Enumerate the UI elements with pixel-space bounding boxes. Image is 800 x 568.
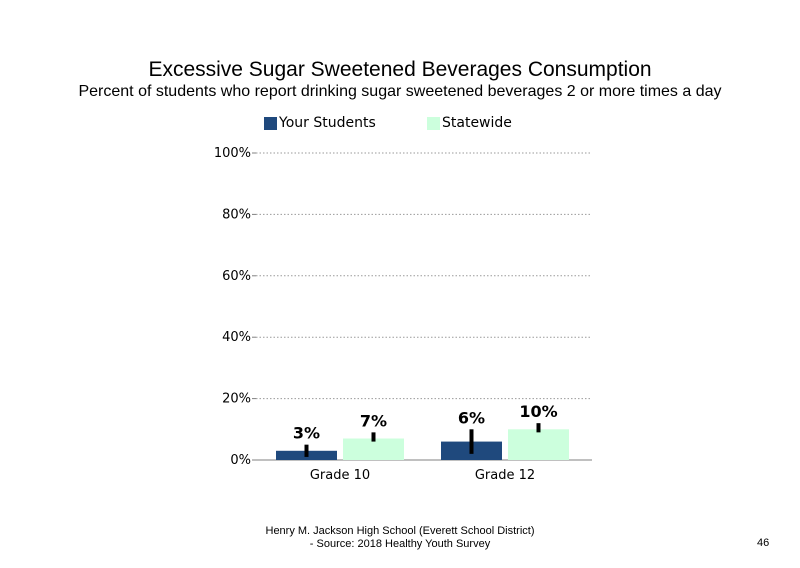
data-label: 7% <box>360 411 387 430</box>
x-category-label: Grade 10 <box>310 468 370 483</box>
legend-label-statewide: Statewide <box>442 115 512 131</box>
y-tick-label: 40% <box>222 330 251 345</box>
data-label: 3% <box>293 424 320 443</box>
legend-item-statewide: Statewide <box>427 114 512 132</box>
chart-title: Excessive Sugar Sweetened Beverages Cons… <box>148 58 652 81</box>
page-number: 46 <box>757 537 770 549</box>
data-label: 10% <box>519 402 557 421</box>
footer-source: - Source: 2018 Healthy Youth Survey <box>309 538 491 550</box>
chart-subtitle: Percent of students who report drinking … <box>78 83 722 100</box>
legend-swatch-your-students <box>264 116 277 130</box>
data-label: 6% <box>458 408 485 427</box>
legend-swatch-statewide <box>427 116 440 130</box>
y-tick-label: 60% <box>222 269 251 284</box>
y-tick-label: 100% <box>214 146 251 161</box>
y-tick-label: 20% <box>222 392 251 407</box>
y-tick-label: 0% <box>230 453 251 468</box>
y-tick-label: 80% <box>222 207 251 222</box>
footer-school: Henry M. Jackson High School (Everett Sc… <box>265 525 535 537</box>
x-category-label: Grade 12 <box>475 468 535 483</box>
bar-statewide-grade-12 <box>508 429 569 460</box>
legend-item-your-students: Your Students <box>264 114 376 132</box>
bar-statewide-grade-10 <box>343 438 404 460</box>
legend-label-your-students: Your Students <box>279 115 376 131</box>
chart-legend: Your Students Statewide <box>0 114 800 134</box>
